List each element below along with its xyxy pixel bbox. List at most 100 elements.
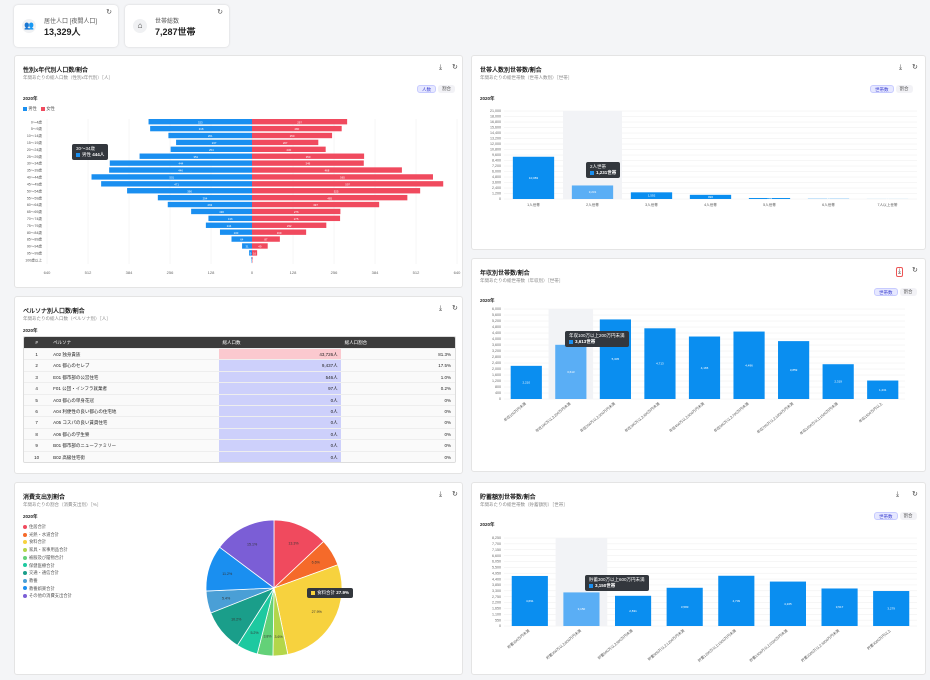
- bar-male[interactable]: [157, 194, 252, 201]
- bar-female[interactable]: [252, 160, 364, 166]
- bar[interactable]: [630, 192, 673, 199]
- bar[interactable]: [571, 185, 614, 199]
- bar[interactable]: [867, 380, 899, 399]
- bar-female[interactable]: [252, 194, 408, 201]
- table-row[interactable]: 5 A03 都心の単身花冠 0人 0%: [24, 393, 455, 405]
- table-row[interactable]: 10 B02 高級住宅街 0人 0%: [24, 450, 455, 462]
- refresh-icon[interactable]: ↻: [217, 9, 223, 16]
- bar-male[interactable]: [242, 243, 252, 249]
- toggle-ratio[interactable]: 割合: [899, 512, 917, 520]
- table-row[interactable]: 6 A04 利便性の良い都心の住宅地 0人 0%: [24, 404, 455, 417]
- refresh-icon[interactable]: ↻: [912, 267, 918, 274]
- download-icon[interactable]: ⤓: [439, 305, 443, 312]
- bar[interactable]: [688, 336, 721, 399]
- bar-female[interactable]: [252, 132, 333, 139]
- bar-female[interactable]: [252, 181, 444, 187]
- bar[interactable]: [718, 575, 755, 626]
- download-icon[interactable]: ⤓: [439, 491, 443, 498]
- legend-item[interactable]: その他の消費支出合計: [23, 593, 72, 599]
- bar-male[interactable]: [109, 167, 252, 173]
- bar-male[interactable]: [109, 160, 252, 166]
- bar-male[interactable]: [139, 153, 252, 159]
- bar-female[interactable]: [252, 201, 380, 208]
- bar-male[interactable]: [168, 132, 252, 139]
- refresh-icon[interactable]: ↻: [452, 491, 458, 498]
- column-header[interactable]: #: [35, 340, 38, 345]
- bar-male[interactable]: [176, 139, 252, 146]
- bar-female[interactable]: [252, 188, 421, 194]
- column-header[interactable]: ペルソナ: [53, 340, 72, 345]
- legend-item[interactable]: 被服及び履物合計: [23, 555, 63, 561]
- bar-female[interactable]: [252, 229, 307, 235]
- refresh-icon[interactable]: ↻: [452, 305, 458, 312]
- toggle-count[interactable]: 世帯数: [874, 512, 898, 520]
- download-icon[interactable]: ⤓: [899, 64, 903, 71]
- toggle-ratio[interactable]: 割合: [895, 85, 913, 93]
- legend-item[interactable]: 家具・家事用品合計: [23, 547, 68, 553]
- toggle-count[interactable]: 世帯数: [870, 85, 894, 93]
- refresh-icon[interactable]: ↻: [106, 9, 112, 16]
- column-header[interactable]: 総人口数: [222, 340, 241, 345]
- table-row[interactable]: 7 A05 コスパの良い賃貸住宅 0人 0%: [24, 416, 455, 428]
- refresh-icon[interactable]: ↻: [912, 491, 918, 498]
- bar-female[interactable]: [252, 139, 319, 146]
- bar-male[interactable]: [167, 201, 252, 208]
- bar-female[interactable]: [252, 208, 341, 215]
- bar[interactable]: [512, 156, 555, 199]
- bar[interactable]: [666, 587, 703, 626]
- bar-female[interactable]: [252, 215, 341, 222]
- bar-female[interactable]: [252, 222, 327, 228]
- bar[interactable]: [733, 331, 765, 399]
- refresh-icon[interactable]: ↻: [912, 64, 918, 71]
- bar-female[interactable]: [252, 243, 268, 249]
- bar-male[interactable]: [150, 125, 252, 132]
- legend-item[interactable]: 交通・通信合計: [23, 570, 59, 576]
- bar[interactable]: [511, 575, 548, 626]
- legend-item[interactable]: 光熱・水道合計: [23, 532, 59, 538]
- download-icon[interactable]: ⤓: [896, 491, 900, 498]
- refresh-icon[interactable]: ↻: [452, 64, 458, 71]
- download-icon[interactable]: ⤓: [439, 64, 443, 71]
- bar-male[interactable]: [170, 146, 252, 153]
- bar[interactable]: [822, 364, 854, 399]
- bar-female[interactable]: [252, 257, 253, 263]
- table-row[interactable]: 1 A02 独身貴族 43,726人 81.3%: [24, 348, 455, 360]
- bar-male[interactable]: [91, 174, 252, 180]
- legend-item[interactable]: 住居合計: [23, 524, 46, 530]
- bar[interactable]: [873, 591, 910, 626]
- bar-female[interactable]: [252, 125, 342, 132]
- bar[interactable]: [614, 595, 652, 626]
- pie-slice[interactable]: [273, 519, 325, 589]
- toggle-ratio[interactable]: 割合: [899, 288, 917, 296]
- bar-male[interactable]: [249, 250, 252, 256]
- bar-female[interactable]: [252, 236, 280, 242]
- bar[interactable]: [510, 365, 542, 399]
- bar-male[interactable]: [231, 236, 253, 242]
- bar-male[interactable]: [148, 119, 252, 125]
- bar[interactable]: [769, 581, 807, 626]
- bar-female[interactable]: [252, 250, 258, 256]
- bar[interactable]: [778, 341, 810, 399]
- legend-item[interactable]: 教養娯楽合計: [23, 586, 55, 592]
- download-icon[interactable]: ⤓: [896, 267, 904, 277]
- table-row[interactable]: 4 F01 公団・インフラ就業者 97人 0.2%: [24, 382, 455, 394]
- bar[interactable]: [563, 592, 600, 626]
- legend-item[interactable]: 食料合計: [23, 539, 46, 545]
- bar-male[interactable]: [101, 181, 252, 187]
- table-row[interactable]: 8 A06 都心の学生寮 0人 0%: [24, 427, 455, 440]
- bar[interactable]: [644, 328, 676, 399]
- bar-female[interactable]: [252, 119, 348, 125]
- bar[interactable]: [555, 344, 587, 399]
- table-row[interactable]: 3 E01 都市部の公営住宅 546人 1.0%: [24, 370, 455, 383]
- bar[interactable]: [821, 588, 858, 626]
- bar-male[interactable]: [127, 188, 252, 194]
- pie-slice[interactable]: [219, 519, 275, 589]
- column-header[interactable]: 総人口割合: [344, 340, 368, 345]
- legend-item[interactable]: 教養: [23, 578, 38, 584]
- bar-male[interactable]: [251, 257, 252, 263]
- bar-female[interactable]: [252, 167, 402, 173]
- toggle-count[interactable]: 人数: [417, 85, 436, 93]
- pie-slice[interactable]: [273, 564, 343, 656]
- table-row[interactable]: 9 B01 都市部のニューファミリー 0人 0%: [24, 439, 455, 451]
- bar-female[interactable]: [252, 174, 433, 180]
